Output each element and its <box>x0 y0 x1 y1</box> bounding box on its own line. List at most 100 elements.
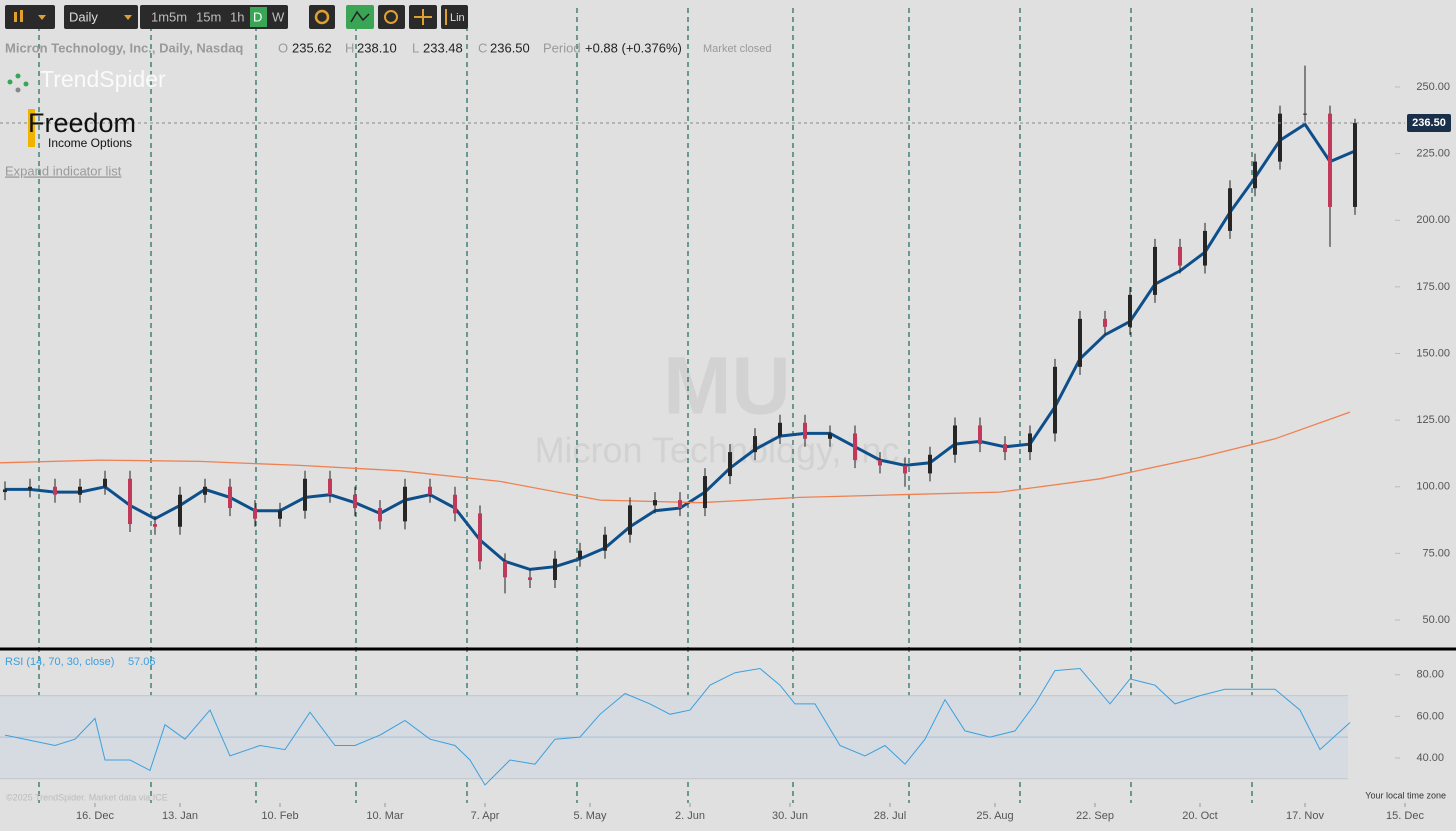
timeframe-dropdown[interactable] <box>64 5 138 29</box>
logo-icon <box>7 79 13 85</box>
x-tick-label: 10. Mar <box>366 810 404 822</box>
logo-icon <box>15 87 21 93</box>
candle-body <box>428 486 432 495</box>
candle-body <box>953 425 957 455</box>
timezone: Your local time zone <box>1365 790 1446 800</box>
candle-body <box>78 486 82 495</box>
y-tick-label: 100.00 <box>1416 481 1450 493</box>
x-tick-label: 30. Jun <box>772 810 808 822</box>
candle-body <box>153 524 157 527</box>
candle-body <box>1278 113 1282 162</box>
candle-body <box>803 422 807 439</box>
candle-body <box>828 433 832 439</box>
rsi-line <box>4 667 1351 786</box>
x-tick-label: 25. Aug <box>976 810 1013 822</box>
value: 236.50 <box>490 40 530 55</box>
scale-button[interactable] <box>441 5 468 29</box>
x-tick-label: 17. Nov <box>1286 810 1324 822</box>
interval[interactable]: D <box>253 9 262 24</box>
tool-button[interactable] <box>378 5 405 29</box>
x-tick-label: 7. Apr <box>471 810 500 822</box>
candle-body <box>453 494 457 514</box>
x-tick-label: 20. Oct <box>1182 810 1217 822</box>
candle-body <box>628 505 632 535</box>
icon <box>124 15 132 20</box>
y-tick-label: 75.00 <box>1422 547 1450 559</box>
candle-body <box>1328 113 1332 207</box>
x-tick-label: 5. May <box>573 810 607 822</box>
indicator-label: RSI (14, 70, 30, close) <box>5 656 114 668</box>
candle-body <box>1153 246 1157 295</box>
active-interval <box>250 7 267 27</box>
candle-body <box>578 550 582 559</box>
x-tick-label: 10. Feb <box>261 810 298 822</box>
candle-body <box>353 494 357 509</box>
icon <box>384 10 398 24</box>
candle-body <box>703 476 707 509</box>
candle-body <box>1078 318 1082 367</box>
y-tick-label: 60.00 <box>1416 710 1444 722</box>
candle-body <box>1228 188 1232 231</box>
candle-body <box>1303 113 1307 115</box>
label: O <box>278 40 288 55</box>
scale: Lin <box>450 12 465 24</box>
y-tick-label: 50.00 <box>1422 614 1450 626</box>
candle-body <box>503 561 507 578</box>
y-tick-label: 225.00 <box>1416 148 1450 160</box>
interval[interactable]: 5m <box>169 9 187 24</box>
candle-body <box>1003 444 1007 453</box>
candle-body <box>303 478 307 511</box>
candle-body <box>678 500 682 509</box>
logo-trendspider: TrendSpider <box>40 66 166 92</box>
candle-body <box>978 425 982 445</box>
logo-mark <box>28 109 35 147</box>
y-tick-label: 175.00 <box>1416 281 1450 293</box>
x-tick-label: 28. Jul <box>874 810 906 822</box>
candle-body <box>778 422 782 437</box>
candle-body <box>1178 246 1182 266</box>
last-price-label: 236.50 <box>1412 117 1446 129</box>
toolbar: Daily 1m 5m 15m 1h D W Lin 50.00 75.00 100… <box>5 5 1451 822</box>
candle-body <box>1353 122 1357 207</box>
copyright: ©2025 TrendSpider. Market data via ICE <box>6 792 168 802</box>
candle-body <box>853 433 857 461</box>
candle-body <box>553 558 557 581</box>
watermark-symbol: MU <box>663 341 791 432</box>
label: C <box>478 40 487 55</box>
interval[interactable]: 15m <box>196 9 221 24</box>
candle-body <box>753 436 757 453</box>
candle-body <box>603 534 607 551</box>
value: +0.88 (+0.376%) <box>585 40 682 55</box>
candle-body <box>28 486 32 490</box>
icon <box>350 10 370 23</box>
candle-body <box>1028 433 1032 453</box>
logo-icon <box>15 73 21 79</box>
indicator-value: 57.06 <box>128 656 156 668</box>
value: 238.10 <box>357 40 397 55</box>
plot-area <box>0 8 1406 807</box>
y-tick-label: 80.00 <box>1416 669 1444 681</box>
timeframe: Daily <box>69 9 98 24</box>
interval[interactable]: 1h <box>230 9 244 24</box>
candle-body <box>228 486 232 509</box>
interval[interactable]: W <box>272 9 285 24</box>
candle-body <box>1103 318 1107 327</box>
candle-body <box>328 478 332 495</box>
label: Period <box>543 40 581 55</box>
candle-body <box>403 486 407 522</box>
y-tick-label: 250.00 <box>1416 81 1450 93</box>
x-tick-label: 13. Jan <box>162 810 198 822</box>
last-price-box <box>1407 113 1451 132</box>
settings-button[interactable] <box>309 5 335 29</box>
interval[interactable]: 1m <box>151 9 169 24</box>
candle-body <box>478 513 482 562</box>
expand-link[interactable]: Expand indicator list <box>5 163 122 178</box>
candle-body <box>278 510 282 519</box>
candle-body <box>178 494 182 527</box>
moving-average <box>0 411 1351 504</box>
chart-type-button[interactable] <box>5 5 55 29</box>
icon <box>20 10 23 22</box>
candle-body <box>1253 161 1257 189</box>
symbol: Micron Technology, Inc., Daily, Nasdaq <box>5 40 243 55</box>
